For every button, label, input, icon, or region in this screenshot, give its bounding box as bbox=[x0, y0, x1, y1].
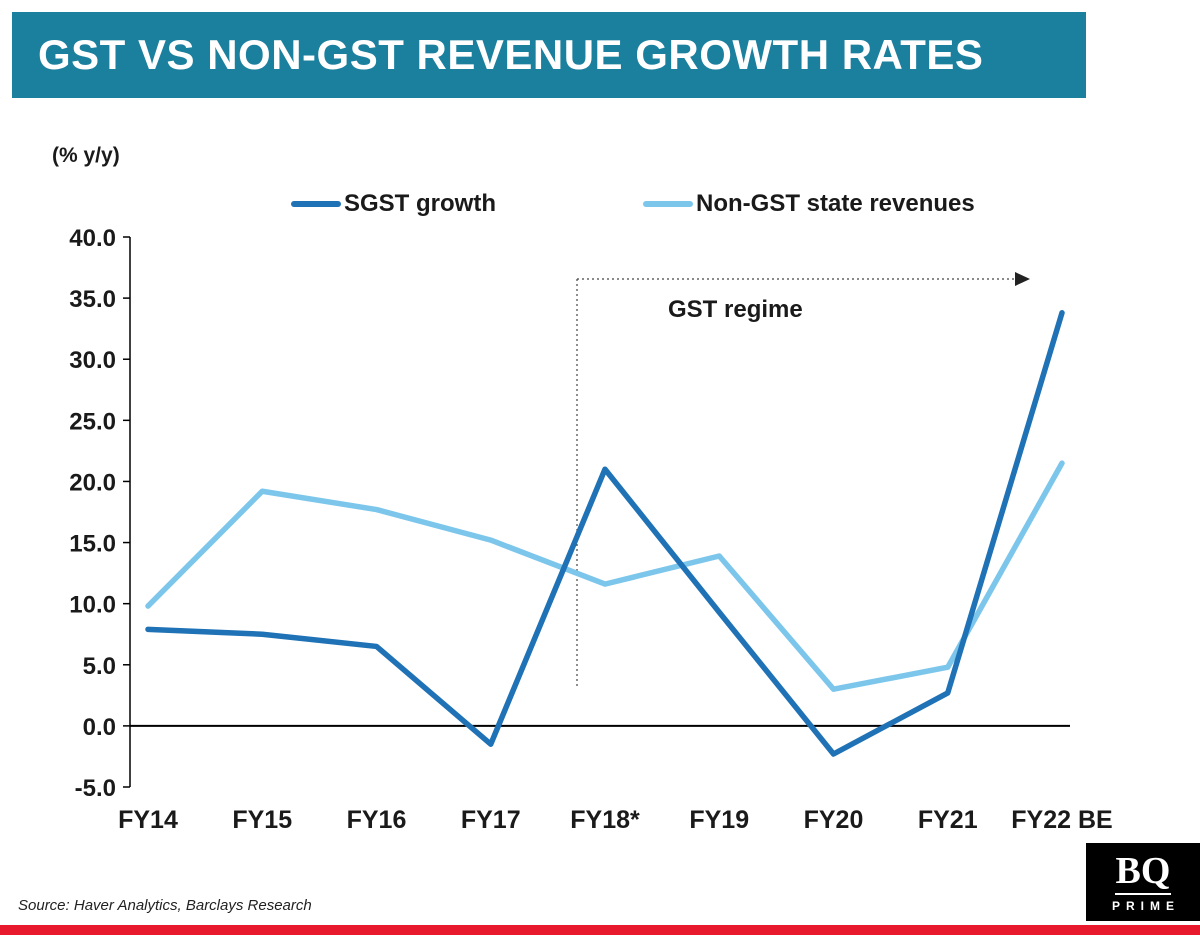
x-category-label: FY15 bbox=[232, 806, 292, 834]
y-tick-label: 10.0 bbox=[69, 592, 116, 619]
legend-swatch-non-gst-revenues bbox=[643, 201, 693, 207]
x-category-label: FY22 BE bbox=[1011, 806, 1112, 834]
chart-title: GST VS NON-GST REVENUE GROWTH RATES bbox=[38, 31, 984, 78]
y-tick-label: 15.0 bbox=[69, 531, 116, 558]
y-axis-unit-label: (% y/y) bbox=[52, 144, 120, 167]
x-category-label: FY16 bbox=[347, 806, 407, 834]
x-category-label: FY14 bbox=[118, 806, 178, 834]
legend-label-sgst-growth: SGST growth bbox=[344, 190, 496, 217]
x-category-label: FY21 bbox=[918, 806, 978, 834]
y-tick-label: 30.0 bbox=[69, 347, 116, 374]
bottom-red-bar bbox=[0, 925, 1200, 935]
legend-label-non-gst-revenues: Non-GST state revenues bbox=[696, 190, 975, 217]
y-tick-label: 25.0 bbox=[69, 408, 116, 435]
bq-prime-logo: BQ PRIME bbox=[1086, 843, 1200, 921]
gst-regime-label: GST regime bbox=[668, 296, 803, 323]
y-tick-label: 20.0 bbox=[69, 469, 116, 496]
logo-divider bbox=[1115, 892, 1171, 895]
x-category-label: FY20 bbox=[804, 806, 864, 834]
x-category-label: FY19 bbox=[689, 806, 749, 834]
logo-text-prime: PRIME bbox=[1111, 898, 1180, 913]
y-tick-label: 35.0 bbox=[69, 286, 116, 313]
y-tick-label: 0.0 bbox=[83, 714, 116, 741]
y-tick-label: 5.0 bbox=[83, 653, 116, 680]
logo-text-bq: BQ bbox=[1115, 849, 1171, 892]
x-category-label: FY18* bbox=[570, 806, 640, 834]
series-line-sgst-growth bbox=[145, 310, 1065, 757]
arrow-head-icon bbox=[1015, 272, 1030, 286]
series-line-non-gst-state-revenues bbox=[145, 460, 1065, 692]
source-text: Source: Haver Analytics, Barclays Resear… bbox=[18, 897, 312, 914]
legend-item-non-gst-revenues: Non-GST state revenues bbox=[643, 190, 975, 218]
legend-swatch-sgst-growth bbox=[291, 201, 341, 207]
legend-item-sgst-growth: SGST growth bbox=[291, 190, 496, 218]
title-banner: GST VS NON-GST REVENUE GROWTH RATES bbox=[12, 12, 1086, 98]
y-tick-label: 40.0 bbox=[69, 225, 116, 252]
x-category-label: FY17 bbox=[461, 806, 521, 834]
y-tick-label: -5.0 bbox=[75, 775, 116, 802]
